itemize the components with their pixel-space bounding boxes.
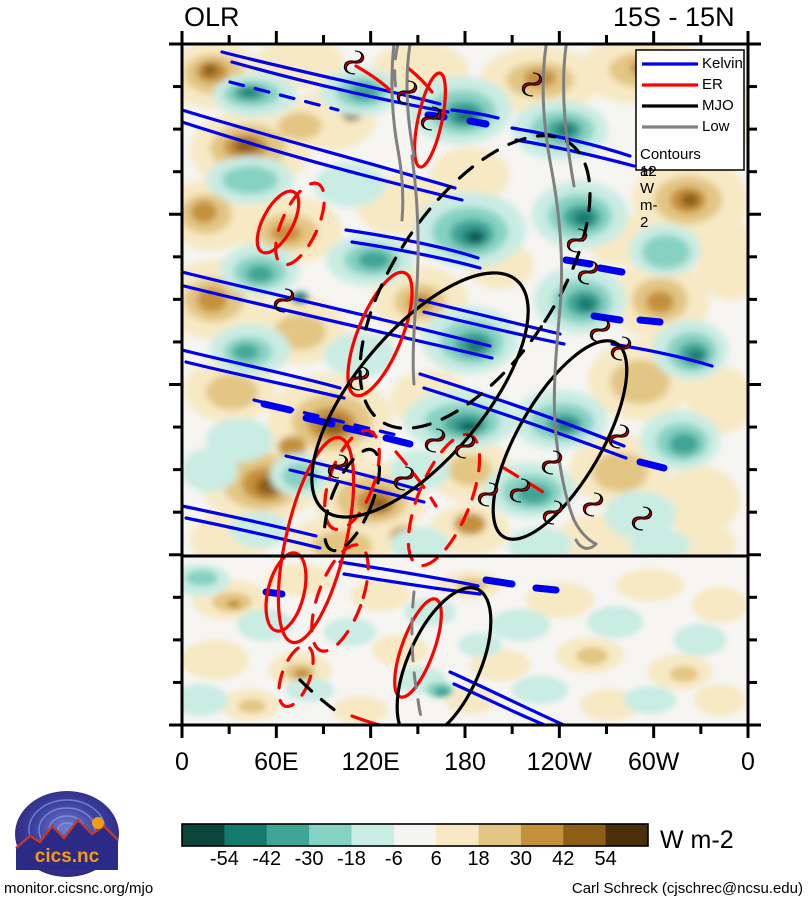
colorbar-swatch-6 [436,824,480,846]
tropical-cyclone-symbol [343,50,365,75]
colorbar-swatch-0 [182,824,225,846]
x-tick-label-120E: 120E [341,748,400,776]
colorbar-swatch-10 [605,824,649,846]
tropical-cyclone-symbol [566,228,588,253]
tropical-cyclone-symbol [348,366,370,391]
x-tick-label-0: 0 [741,748,755,776]
colorbar-tick-42: 42 [552,848,575,870]
legend-box [635,49,745,171]
legend-background [635,49,745,171]
tropical-cyclone-symbol [396,80,418,105]
er-contours [255,64,548,725]
x-tick-label-60E: 60E [254,748,299,776]
cics-logo: cics.nc [15,791,119,877]
tropical-cyclone-symbol [273,288,295,313]
colorbar-units: W m-2 [660,826,734,854]
footer-right[interactable]: Carl Schreck (cjschrec@ncsu.edu) [571,880,803,897]
colorbar-swatch-8 [520,824,564,846]
page-title-left: OLR [184,2,240,32]
x-tick-label-180: 180 [444,748,486,776]
tropical-cyclone-symbol [610,336,632,361]
tropical-cyclone-symbol [589,318,611,343]
tropical-cyclone-symbol [577,260,599,285]
tropical-cyclone-symbol [608,424,630,449]
legend-label-low: Low [702,118,730,135]
wave-overlays [182,44,714,725]
colorbar-tick-54: 54 [594,848,617,870]
colorbar-swatch-2 [266,824,310,846]
legend-label-er: ER [702,76,723,93]
tropical-cyclone-symbol [454,434,476,459]
colorbar-swatch-9 [563,824,607,846]
colorbar-tick--6: -6 [384,848,403,870]
logo-text: cics.nc [35,846,100,867]
colorbar-swatch-3 [309,824,352,846]
colorbar-tick-30: 30 [509,848,533,870]
colorbar-tick-18: 18 [467,848,490,870]
colorbar-tick--54: -54 [209,848,239,870]
tropical-cyclone-symbol [509,478,531,503]
tropical-cyclone-symbol [521,72,543,97]
low-contours [390,44,598,725]
tropical-cyclone-symbol [582,492,604,517]
tropical-cyclone-symbol [327,454,349,479]
colorbar-tick--42: -42 [252,848,282,870]
axis-ticks [169,31,761,738]
colorbar[interactable] [0,812,809,858]
tropical-cyclone-symbol [541,450,563,475]
legend-note-line2: 12 W m-2 [640,163,658,231]
colorbar-swatch-7 [478,824,522,846]
colorbar-tick-6: 6 [430,848,442,870]
tropical-cyclone-symbol [542,500,564,525]
page-title-right: 15S - 15N [613,2,735,32]
footer-left[interactable]: monitor.cicsnc.org/mjo [4,880,154,897]
tropical-cyclone-symbol [393,466,415,491]
colorbar-tick--30: -30 [294,848,324,870]
tropical-cyclone-symbol [631,506,653,531]
tropical-cyclone-symbols [273,50,661,531]
tropical-cyclone-symbol [477,482,499,507]
x-tick-label-60W: 60W [627,748,680,776]
x-tick-label-0: 0 [175,748,189,776]
legend-note-line1: Contours at [640,146,701,180]
legend-label-mjo: MJO [702,97,734,114]
legend-label-kelvin: Kelvin [702,55,743,72]
colorbar-swatch-5 [393,824,437,846]
colorbar-tick--18: -18 [337,848,366,870]
tropical-cyclone-symbol [424,428,446,453]
tropical-cyclone-symbol [420,106,442,131]
colorbar-swatch-4 [351,824,395,846]
colorbar-swatch-1 [224,824,268,846]
colorbar-frame [181,823,649,847]
x-tick-label-120W: 120W [526,748,592,776]
